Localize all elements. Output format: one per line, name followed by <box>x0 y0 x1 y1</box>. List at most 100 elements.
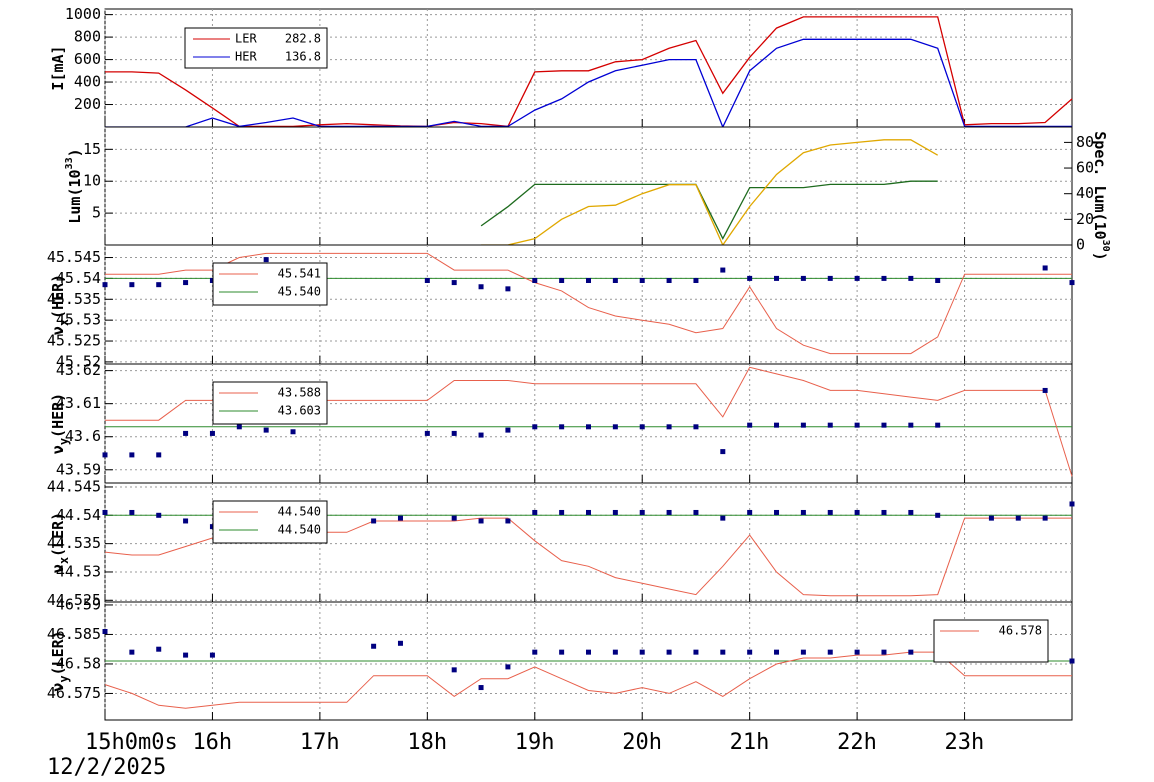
axis-title-tail: (HER) <box>49 274 67 319</box>
data-point <box>908 275 914 281</box>
data-point <box>263 427 269 433</box>
data-point <box>102 452 108 458</box>
axis-title-tail: ) <box>1092 252 1110 261</box>
data-point <box>827 649 833 655</box>
data-point <box>666 649 672 655</box>
data-point <box>532 509 538 515</box>
data-point <box>156 646 162 652</box>
legend-value: 43.603 <box>278 404 321 418</box>
data-point <box>612 649 618 655</box>
data-point <box>209 277 215 283</box>
axis-title-tail: (LER) <box>49 630 67 675</box>
data-point <box>774 649 780 655</box>
data-point <box>800 422 806 428</box>
data-point <box>747 509 753 515</box>
data-point <box>639 649 645 655</box>
data-point <box>263 257 269 263</box>
y-tick-label: 45.525 <box>47 332 101 350</box>
data-point <box>935 512 941 518</box>
axis-title-text: Spec. Lum(10 <box>1092 131 1110 239</box>
data-point <box>720 649 726 655</box>
axis-title-text: ν <box>49 683 67 692</box>
data-point <box>532 649 538 655</box>
data-line <box>105 252 1072 355</box>
y-tick-label: 800 <box>74 28 101 46</box>
data-point <box>129 452 135 458</box>
data-point <box>639 277 645 283</box>
data-point <box>156 512 162 518</box>
axis-title-text: ν <box>49 445 67 454</box>
data-line <box>105 38 1072 129</box>
y-tick-label: 10 <box>83 172 101 190</box>
data-point <box>1069 280 1075 286</box>
legend-value: 43.588 <box>278 386 321 400</box>
legend-box <box>933 619 1049 663</box>
data-point <box>102 282 108 288</box>
y-tick-label: 45.54 <box>56 269 101 287</box>
data-point <box>747 649 753 655</box>
data-point <box>908 422 914 428</box>
legend-box <box>184 27 328 69</box>
y-tick-label: 45.535 <box>47 290 101 308</box>
data-point <box>693 277 699 283</box>
data-point <box>156 282 162 288</box>
data-point <box>559 649 565 655</box>
axis-title-text: I[mA] <box>49 45 67 90</box>
data-point <box>586 649 591 655</box>
data-point <box>1042 265 1048 271</box>
data-point <box>532 424 538 430</box>
data-point <box>881 275 887 281</box>
data-point <box>800 509 806 515</box>
y-tick-label: 45.52 <box>56 352 101 370</box>
data-point <box>424 277 430 283</box>
x-tick-label: 18h <box>407 730 447 755</box>
data-point <box>854 275 860 281</box>
y-tick-label: 44.535 <box>47 534 101 552</box>
date-label: 12/2/2025 <box>47 755 166 780</box>
data-point <box>559 277 565 283</box>
x-tick-label: 19h <box>515 730 555 755</box>
axis-title-sub: y <box>57 438 71 445</box>
x-tick-label: 16h <box>192 730 232 755</box>
data-point <box>881 509 887 515</box>
legend-label: HER <box>235 50 257 64</box>
axis-title-sub: x <box>57 319 71 326</box>
y-tick-label: 15 <box>83 140 101 158</box>
axis-title-tail: (LER) <box>49 512 67 557</box>
data-point <box>935 422 941 428</box>
data-point <box>505 664 511 670</box>
axis-title: Spec. Lum(1030) <box>1092 131 1112 260</box>
data-point <box>774 422 780 428</box>
data-point <box>129 282 135 288</box>
axis-title-sup: 33 <box>64 157 75 169</box>
legend-value: 45.540 <box>278 285 321 299</box>
y-tick-label: 44.525 <box>47 591 101 609</box>
data-point <box>935 277 941 283</box>
axis-title: νx(HER) <box>49 274 71 335</box>
data-point <box>881 649 887 655</box>
y-tick-label: 1000 <box>65 5 101 23</box>
axis-title-text: ν <box>49 326 67 335</box>
data-line <box>105 16 1073 128</box>
y-tick-label: 43.62 <box>56 361 101 379</box>
data-point <box>478 518 484 524</box>
data-point <box>532 277 538 283</box>
axis-title: I[mA] <box>49 45 67 90</box>
data-point <box>209 652 215 658</box>
data-point <box>586 424 591 430</box>
data-point <box>451 667 457 673</box>
data-point <box>666 424 672 430</box>
axis-title: Lum(1033) <box>64 148 84 223</box>
data-point <box>505 518 511 524</box>
legend-box <box>212 381 328 425</box>
legend-value: 136.8 <box>285 50 321 64</box>
data-point <box>720 449 726 455</box>
y-tick-label: 43.61 <box>56 394 101 412</box>
data-point <box>720 267 726 273</box>
legend-value: 44.540 <box>278 505 321 519</box>
x-tick-label: 17h <box>300 730 340 755</box>
axis-title-sub: y <box>57 675 71 682</box>
axis-title-text: ν <box>49 564 67 573</box>
data-point <box>827 422 833 428</box>
legend-value: 46.578 <box>999 624 1042 638</box>
